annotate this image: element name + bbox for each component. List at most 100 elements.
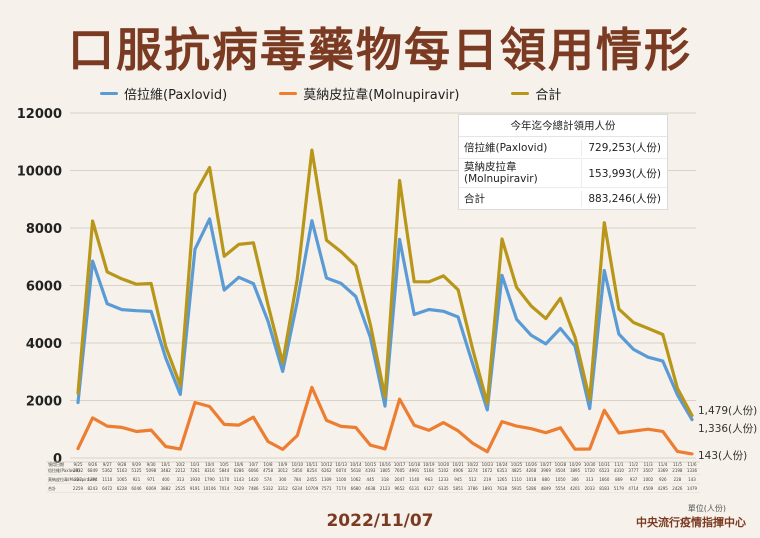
table-cell: 7014	[219, 486, 230, 491]
table-cell: 228	[674, 477, 682, 482]
y-tick-label: 12000	[17, 107, 62, 122]
x-tick-label: 10/10	[292, 462, 304, 467]
table-cell: 5935	[511, 486, 522, 491]
table-cell: 921	[133, 477, 141, 482]
x-tick-label: 10/31	[599, 462, 611, 467]
table-cell: 6046	[131, 486, 142, 491]
summary-row-molnupiravir: 莫納皮拉韋(Molnupiravir) 153,993(人份)	[459, 159, 667, 188]
table-cell: 1100	[336, 477, 347, 482]
table-cell: 937	[630, 477, 638, 482]
x-tick-label: 10/22	[467, 462, 479, 467]
x-tick-label: 10/14	[350, 462, 362, 467]
table-cell: 6131	[409, 486, 420, 491]
table-cell: 1265	[497, 477, 508, 482]
table-cell: 5362	[102, 468, 113, 473]
x-tick-label: 10/5	[220, 462, 229, 467]
table-cell: 6335	[438, 486, 449, 491]
table-cell: 3777	[628, 468, 639, 473]
x-tick-label: 9/26	[88, 462, 97, 467]
table-row-label: 領用日期	[48, 461, 64, 467]
y-tick-label: 2000	[26, 395, 62, 410]
x-tick-label: 11/6	[688, 462, 697, 467]
table-cell: 7174	[336, 486, 347, 491]
table-cell: 400	[162, 477, 170, 482]
table-cell: 3882	[161, 486, 172, 491]
table-cell: 4193	[365, 468, 376, 473]
x-tick-label: 10/28	[555, 462, 567, 467]
table-cell: 3895	[570, 468, 581, 473]
table-cell: 445	[367, 477, 375, 482]
x-tick-label: 10/2	[176, 462, 185, 467]
table-cell: 2123	[380, 486, 391, 491]
table-cell: 306	[571, 477, 579, 482]
table-row-label: 合計	[48, 485, 56, 491]
end-label-molnupiravir: 143(人份)	[698, 450, 747, 462]
table-cell: 3507	[643, 468, 654, 473]
summary-value: 153,993(人份)	[588, 167, 661, 180]
table-cell: 926	[659, 477, 667, 482]
table-cell: 8316	[204, 468, 215, 473]
table-cell: 5286	[526, 486, 537, 491]
table-cell: 143	[688, 477, 696, 482]
table-cell: 4714	[628, 486, 639, 491]
y-tick-label: 0	[53, 452, 62, 467]
x-tick-label: 11/2	[629, 462, 638, 467]
table-cell: 2212	[175, 468, 186, 473]
table-cell: 1891	[482, 486, 493, 491]
table-cell: 6353	[497, 468, 508, 473]
table-cell: 9652	[395, 486, 406, 491]
table-cell: 8254	[307, 468, 318, 473]
table-cell: 512	[469, 477, 477, 482]
x-tick-label: 11/3	[644, 462, 653, 467]
x-tick-label: 10/25	[511, 462, 523, 467]
legend-label-molnupiravir: 莫納皮拉韋(Molnupiravir)	[303, 88, 460, 103]
table-cell: 313	[586, 477, 594, 482]
x-tick-label: 10/8	[264, 462, 273, 467]
x-tick-label: 9/27	[103, 462, 112, 467]
table-cell: 327	[74, 477, 82, 482]
table-cell: 4906	[453, 468, 464, 473]
table-cell: 5618	[351, 468, 362, 473]
table-cell: 3969	[541, 468, 552, 473]
table-cell: 1110	[511, 477, 522, 482]
table-cell: 6472	[102, 486, 113, 491]
table-cell: 6069	[146, 486, 157, 491]
table-cell: 5554	[555, 486, 566, 491]
table-cell: 6680	[351, 486, 362, 491]
table-cell: 1420	[248, 477, 259, 482]
legend-item-molnupiravir: 莫納皮拉韋(Molnupiravir)	[279, 84, 459, 103]
table-cell: 300	[279, 477, 287, 482]
summary-value: 729,253(人份)	[588, 142, 661, 154]
table-cell: 6234	[292, 486, 303, 491]
report-date: 2022/11/07	[326, 511, 434, 531]
x-tick-label: 10/6	[234, 462, 243, 467]
table-cell: 1672	[482, 468, 493, 473]
table-cell: 574	[264, 477, 272, 482]
summary-table-header: 今年迄今總計領用人份	[459, 115, 667, 137]
table-cell: 7618	[497, 486, 508, 491]
table-cell: 10709	[306, 486, 319, 491]
table-cell: 2525	[175, 486, 186, 491]
table-cell: 4504	[555, 468, 566, 473]
table-cell: 4638	[365, 486, 376, 491]
table-cell: 219	[484, 477, 492, 482]
x-tick-label: 9/28	[117, 462, 126, 467]
x-tick-label: 10/30	[584, 462, 596, 467]
table-cell: 6074	[336, 468, 347, 473]
table-cell: 4849	[541, 486, 552, 491]
legend-swatch-paxlovid	[100, 92, 118, 95]
table-cell: 313	[177, 477, 185, 482]
y-tick-label: 8000	[26, 222, 62, 237]
table-cell: 1002	[643, 477, 654, 482]
x-tick-label: 11/1	[614, 462, 623, 467]
table-cell: 3312	[278, 486, 289, 491]
x-tick-label: 10/1	[161, 462, 170, 467]
table-cell: 6066	[248, 468, 259, 473]
x-tick-label: 10/19	[423, 462, 435, 467]
summary-value: 883,246(人份)	[588, 193, 661, 205]
table-cell: 7486	[248, 486, 259, 491]
source-label: 中央流行疫情指揮中心	[636, 516, 746, 529]
x-tick-label: 11/5	[673, 462, 682, 467]
table-row-label: 倍拉維(Paxlovid)	[48, 467, 80, 473]
table-cell: 6523	[599, 468, 610, 473]
